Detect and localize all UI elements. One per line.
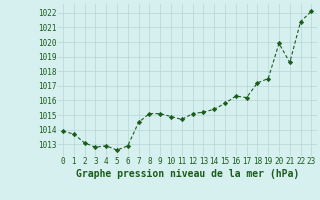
X-axis label: Graphe pression niveau de la mer (hPa): Graphe pression niveau de la mer (hPa)	[76, 169, 299, 179]
